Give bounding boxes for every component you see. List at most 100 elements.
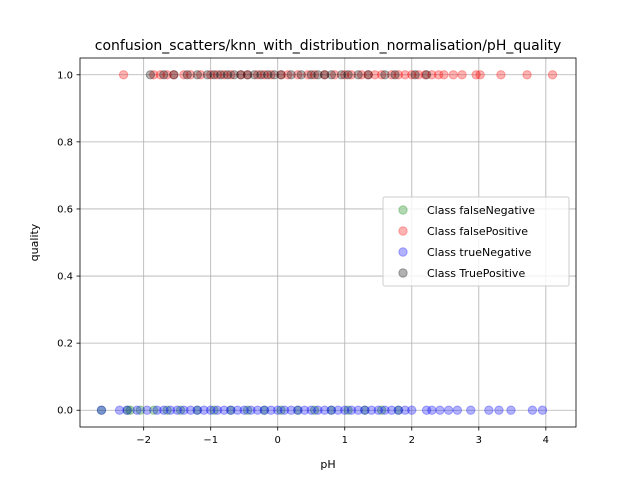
data-point bbox=[185, 405, 196, 415]
x-tick-label: 1 bbox=[342, 435, 348, 446]
data-point bbox=[212, 405, 223, 415]
legend-label: Class falsePositive bbox=[427, 225, 528, 238]
data-point bbox=[400, 70, 410, 80]
data-point bbox=[484, 405, 494, 415]
data-point bbox=[262, 70, 273, 80]
series-2 bbox=[96, 405, 548, 415]
data-point bbox=[242, 405, 253, 415]
data-point bbox=[236, 70, 246, 80]
data-point bbox=[537, 405, 548, 415]
data-point bbox=[286, 70, 296, 80]
axis-ticks: −2 −1 0 1 2 3 4 0.0 0.2 0.4 0.6 0.8 1.0 bbox=[57, 70, 549, 446]
data-point bbox=[118, 70, 129, 80]
data-point bbox=[192, 70, 202, 80]
data-point bbox=[319, 70, 330, 80]
data-point bbox=[427, 405, 437, 415]
data-point bbox=[360, 405, 370, 415]
data-point bbox=[386, 70, 397, 80]
data-point bbox=[149, 70, 159, 80]
data-point bbox=[471, 70, 481, 80]
data-point bbox=[363, 70, 373, 80]
data-point bbox=[259, 405, 270, 415]
data-points bbox=[96, 70, 558, 415]
data-point bbox=[380, 405, 390, 415]
data-point bbox=[346, 405, 357, 415]
data-point bbox=[506, 405, 516, 415]
legend-label: Class trueNegative bbox=[427, 246, 532, 259]
data-point bbox=[373, 405, 383, 415]
legend-marker bbox=[398, 226, 408, 236]
data-point bbox=[145, 70, 156, 80]
data-point bbox=[366, 405, 377, 415]
data-point bbox=[279, 405, 290, 415]
data-point bbox=[276, 70, 286, 80]
data-point bbox=[376, 70, 387, 80]
x-axis-title: pH bbox=[320, 458, 335, 471]
data-point bbox=[313, 70, 323, 80]
x-tick-label: 0 bbox=[275, 435, 281, 446]
data-point bbox=[421, 70, 432, 80]
data-point bbox=[547, 70, 558, 80]
data-point bbox=[246, 405, 256, 415]
data-point bbox=[448, 70, 459, 80]
data-point bbox=[165, 405, 176, 415]
data-point bbox=[380, 70, 390, 80]
data-point bbox=[293, 405, 303, 415]
data-point bbox=[195, 70, 206, 80]
series-3 bbox=[145, 70, 432, 80]
data-point bbox=[407, 405, 417, 415]
legend-label: Class TruePositive bbox=[427, 267, 525, 280]
data-point bbox=[192, 405, 202, 415]
data-point bbox=[202, 70, 213, 80]
data-point bbox=[407, 70, 417, 80]
x-tick-label: 2 bbox=[409, 435, 415, 446]
x-tick-label: 4 bbox=[543, 435, 549, 446]
data-point bbox=[421, 405, 432, 415]
data-point bbox=[276, 405, 286, 415]
data-point bbox=[219, 405, 229, 415]
data-point bbox=[192, 405, 202, 415]
data-point bbox=[96, 405, 107, 415]
data-point bbox=[256, 70, 266, 80]
data-point bbox=[326, 70, 337, 80]
data-point bbox=[259, 70, 270, 80]
data-point bbox=[303, 70, 313, 80]
data-point bbox=[226, 405, 236, 415]
data-point bbox=[475, 70, 485, 80]
data-point bbox=[427, 70, 437, 80]
data-point bbox=[266, 70, 276, 80]
chart-title: confusion_scatters/knn_with_distribution… bbox=[95, 38, 561, 54]
data-point bbox=[309, 70, 320, 80]
data-point bbox=[185, 70, 196, 80]
y-tick-label: 0.8 bbox=[57, 137, 73, 148]
data-point bbox=[343, 70, 353, 80]
data-point bbox=[393, 405, 404, 415]
data-point bbox=[206, 405, 216, 415]
data-point bbox=[313, 405, 323, 415]
data-point bbox=[259, 405, 270, 415]
legend: Class falseNegative Class falsePositive Cl… bbox=[382, 196, 570, 287]
data-point bbox=[122, 405, 132, 415]
data-point bbox=[159, 70, 169, 80]
data-point bbox=[353, 70, 363, 80]
x-tick-label: −1 bbox=[203, 435, 218, 446]
y-axis-title: quality bbox=[28, 223, 41, 261]
data-point bbox=[266, 405, 276, 415]
data-point bbox=[232, 405, 243, 415]
data-point bbox=[420, 70, 430, 80]
data-point bbox=[199, 405, 209, 415]
data-point bbox=[249, 70, 259, 80]
data-point bbox=[353, 405, 363, 415]
data-point bbox=[410, 70, 420, 80]
data-point bbox=[162, 70, 172, 80]
data-point bbox=[386, 405, 397, 415]
data-point bbox=[242, 70, 253, 80]
data-point bbox=[309, 405, 320, 415]
data-point bbox=[326, 405, 337, 415]
data-point bbox=[527, 405, 538, 415]
data-point bbox=[343, 405, 353, 415]
data-point bbox=[135, 405, 146, 415]
data-point bbox=[299, 405, 310, 415]
x-tick-label: −2 bbox=[136, 435, 151, 446]
